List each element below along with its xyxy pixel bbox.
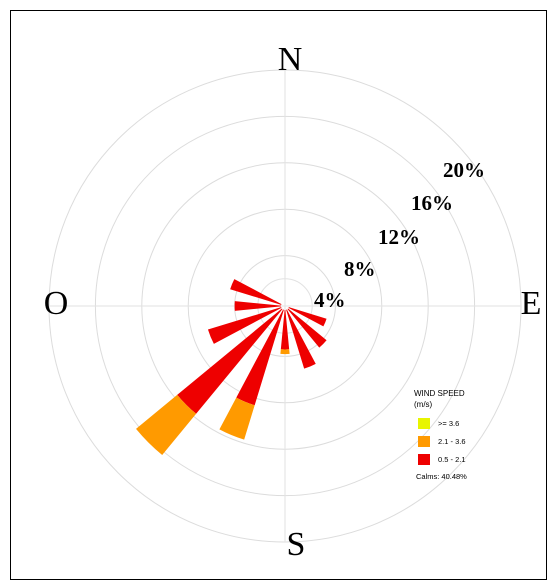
legend-unit: (m/s) bbox=[414, 400, 433, 409]
petal-135-speed-0-5-2-1 bbox=[287, 308, 327, 348]
chart-frame bbox=[10, 10, 547, 580]
petal-112.5-speed-0-5-2-1 bbox=[288, 307, 327, 327]
direction-south: S bbox=[287, 526, 306, 563]
petal-292.5-speed-0-5-2-1 bbox=[230, 279, 282, 305]
legend-calms: Calms: 40.48% bbox=[416, 472, 467, 481]
legend-label-0-5-2-1: 0.5 - 2.1 bbox=[438, 455, 466, 464]
ring-label-4: 4% bbox=[314, 288, 346, 312]
direction-west: O bbox=[44, 285, 69, 322]
petal-247.5-speed-0-5-2-1 bbox=[207, 307, 282, 344]
petals-group bbox=[136, 279, 327, 455]
petal-180-speed-0-5-2-1 bbox=[280, 309, 290, 350]
direction-north: N bbox=[278, 41, 303, 78]
legend-swatch-3-6 bbox=[418, 418, 430, 429]
ring-label-16: 16% bbox=[411, 191, 453, 215]
petal-202.5-speed-0-5-2-1 bbox=[236, 309, 284, 406]
axes-group bbox=[49, 70, 521, 542]
legend-swatch-0-5-2-1 bbox=[418, 454, 430, 465]
ring-label-12: 12% bbox=[378, 225, 420, 249]
direction-east: E bbox=[521, 285, 542, 322]
legend-label-3-6: >= 3.6 bbox=[438, 419, 459, 428]
legend-swatch-2-1-3-6 bbox=[418, 436, 430, 447]
petal-202.5-speed-2-1-3-6 bbox=[219, 397, 255, 440]
petal-180-speed-2-1-3-6 bbox=[280, 349, 290, 355]
ring-label-8: 8% bbox=[344, 257, 376, 281]
ring-label-20: 20% bbox=[443, 158, 485, 182]
legend-label-2-1-3-6: 2.1 - 3.6 bbox=[438, 437, 466, 446]
petal-225-speed-2-1-3-6 bbox=[136, 394, 197, 455]
petal-225-speed-0-5-2-1 bbox=[177, 308, 283, 414]
petal-270-speed-0-5-2-1 bbox=[234, 301, 282, 311]
legend: WIND SPEED (m/s) >= 3.6 2.1 - 3.6 0.5 - … bbox=[414, 389, 467, 481]
legend-title: WIND SPEED bbox=[414, 389, 465, 398]
petal-157.5-speed-0-5-2-1 bbox=[286, 309, 316, 369]
